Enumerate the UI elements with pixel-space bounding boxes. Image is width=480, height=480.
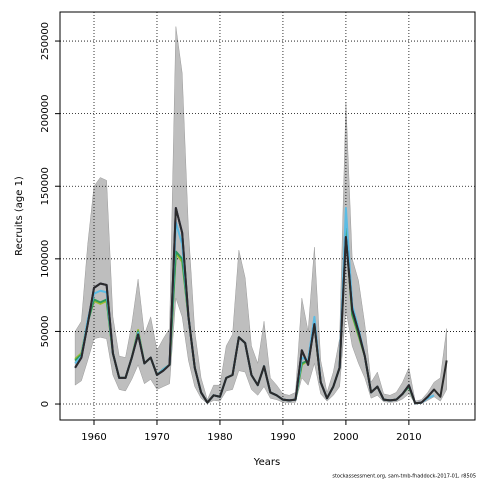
y-axis-label: Recruits (age 1) (14, 176, 25, 256)
x-tick-label: 2010 (396, 432, 421, 443)
y-tick-label: 250000 (40, 22, 51, 60)
y-tick-label: 150000 (40, 167, 51, 205)
x-tick-label: 1970 (144, 432, 169, 443)
x-axis-label: Years (253, 457, 280, 468)
x-tick-label: 1960 (81, 432, 106, 443)
x-tick-label: 2000 (333, 432, 358, 443)
confidence-band (74, 26, 447, 404)
y-tick-label: 200000 (40, 95, 51, 133)
y-tick-label: 100000 (40, 240, 51, 278)
series-line (74, 207, 448, 405)
footer: stockassessment.org, sam-tmb-fhaddock-20… (332, 474, 476, 480)
x-tick-label: 1990 (270, 432, 295, 443)
y-tick-label: 50000 (40, 316, 51, 348)
x-tick-label: 1980 (207, 432, 232, 443)
plot-frame (59, 11, 476, 421)
y-tick-label: 0 (40, 401, 51, 407)
